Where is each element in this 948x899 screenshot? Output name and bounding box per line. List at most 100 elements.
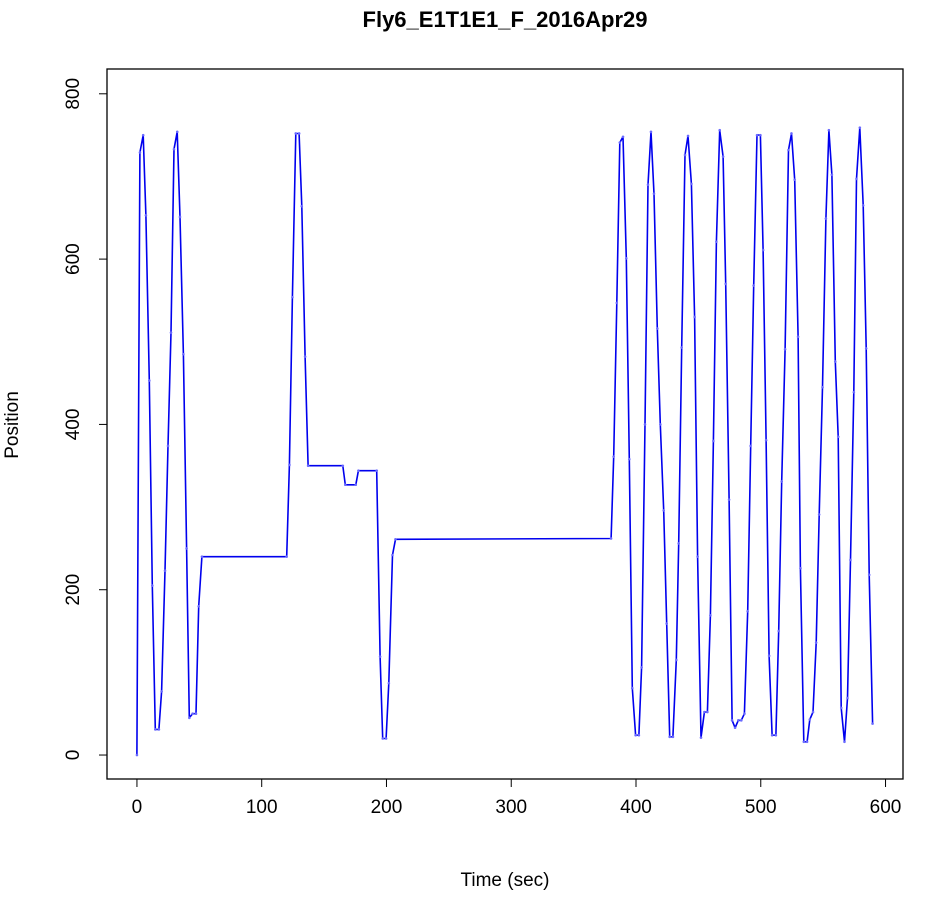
- data-point: [138, 151, 142, 154]
- x-axis: 0 100 200 300 400 500 600: [132, 778, 902, 818]
- data-point: [624, 256, 628, 260]
- data-point: [724, 282, 728, 286]
- data-point: [341, 464, 345, 468]
- data-point: [746, 609, 749, 613]
- data-point: [846, 696, 849, 700]
- data-point: [861, 204, 865, 207]
- data-point: [671, 735, 675, 739]
- data-point: [194, 712, 198, 716]
- data-point: [163, 569, 167, 573]
- data-point: [706, 710, 709, 714]
- data-point: [200, 555, 204, 558]
- x-tick-label: 300: [495, 797, 527, 818]
- data-point: [627, 457, 631, 461]
- data-point: [799, 566, 802, 570]
- data-point: [191, 712, 194, 716]
- data-point: [618, 141, 622, 144]
- data-point: [662, 509, 666, 512]
- y-tick-label: 800: [63, 78, 84, 110]
- data-point: [793, 178, 797, 182]
- data-point: [634, 733, 637, 737]
- data-point: [615, 301, 619, 305]
- data-point: [291, 295, 294, 299]
- data-point: [147, 379, 151, 382]
- data-point: [802, 740, 806, 744]
- data-point: [185, 547, 188, 550]
- data-point: [737, 719, 740, 722]
- data-point: [637, 733, 641, 737]
- data-point: [836, 435, 840, 439]
- data-point: [796, 335, 800, 339]
- data-point: [381, 737, 385, 740]
- data-point: [157, 728, 161, 731]
- data-point: [764, 438, 768, 442]
- data-point: [777, 629, 781, 633]
- data-point: [182, 352, 185, 356]
- data-point: [643, 423, 647, 426]
- data-point: [135, 753, 139, 757]
- data-point: [871, 722, 874, 725]
- data-point: [761, 248, 765, 252]
- y-axis-label: Position: [2, 391, 23, 459]
- data-point: [808, 718, 812, 721]
- data-point: [609, 537, 613, 540]
- data-point: [160, 690, 163, 693]
- data-point: [384, 737, 388, 740]
- data-point: [858, 126, 862, 129]
- y-tick-label: 0: [63, 750, 84, 761]
- x-tick-label: 600: [870, 797, 902, 818]
- x-axis-label: Time (sec): [460, 870, 549, 891]
- data-point: [306, 464, 310, 468]
- data-point: [740, 719, 743, 722]
- x-tick-label: 400: [620, 797, 652, 818]
- data-point: [621, 135, 625, 139]
- data-point: [749, 444, 752, 448]
- data-point: [686, 134, 690, 138]
- data-point: [649, 130, 653, 134]
- data-point: [675, 658, 678, 662]
- data-point: [824, 217, 828, 220]
- data-point: [780, 480, 784, 483]
- data-point: [699, 736, 703, 739]
- data-point: [827, 128, 831, 132]
- data-point: [354, 483, 358, 487]
- data-point: [712, 439, 715, 443]
- data-point: [830, 173, 834, 177]
- data-point: [285, 555, 288, 558]
- data-point: [811, 710, 815, 714]
- data-point: [668, 735, 671, 739]
- data-point: [690, 182, 693, 186]
- data-point: [849, 558, 852, 562]
- data-point: [188, 716, 191, 720]
- data-point: [659, 423, 662, 426]
- data-point: [665, 622, 668, 625]
- data-point: [727, 498, 731, 501]
- data-point: [767, 654, 771, 658]
- data-point: [693, 315, 696, 319]
- data-point: [718, 128, 722, 132]
- data-point: [733, 726, 737, 730]
- data-point: [357, 469, 360, 472]
- data-point: [805, 740, 809, 744]
- data-point: [852, 390, 856, 394]
- data-point: [677, 542, 680, 545]
- data-point: [640, 666, 643, 669]
- data-point: [612, 455, 615, 458]
- data-point: [294, 132, 298, 135]
- y-tick-label: 600: [63, 243, 84, 275]
- data-point: [864, 347, 868, 350]
- data-point: [787, 148, 790, 152]
- data-point: [833, 360, 837, 363]
- data-point: [867, 573, 871, 577]
- data-point: [814, 641, 818, 644]
- data-point: [172, 147, 176, 151]
- series-line: [136, 126, 874, 756]
- data-point: [783, 347, 787, 351]
- data-point: [375, 469, 379, 472]
- series-position: [135, 126, 874, 757]
- x-tick-label: 0: [132, 797, 143, 818]
- data-point: [821, 385, 824, 389]
- data-point: [391, 553, 394, 557]
- data-point: [759, 133, 762, 137]
